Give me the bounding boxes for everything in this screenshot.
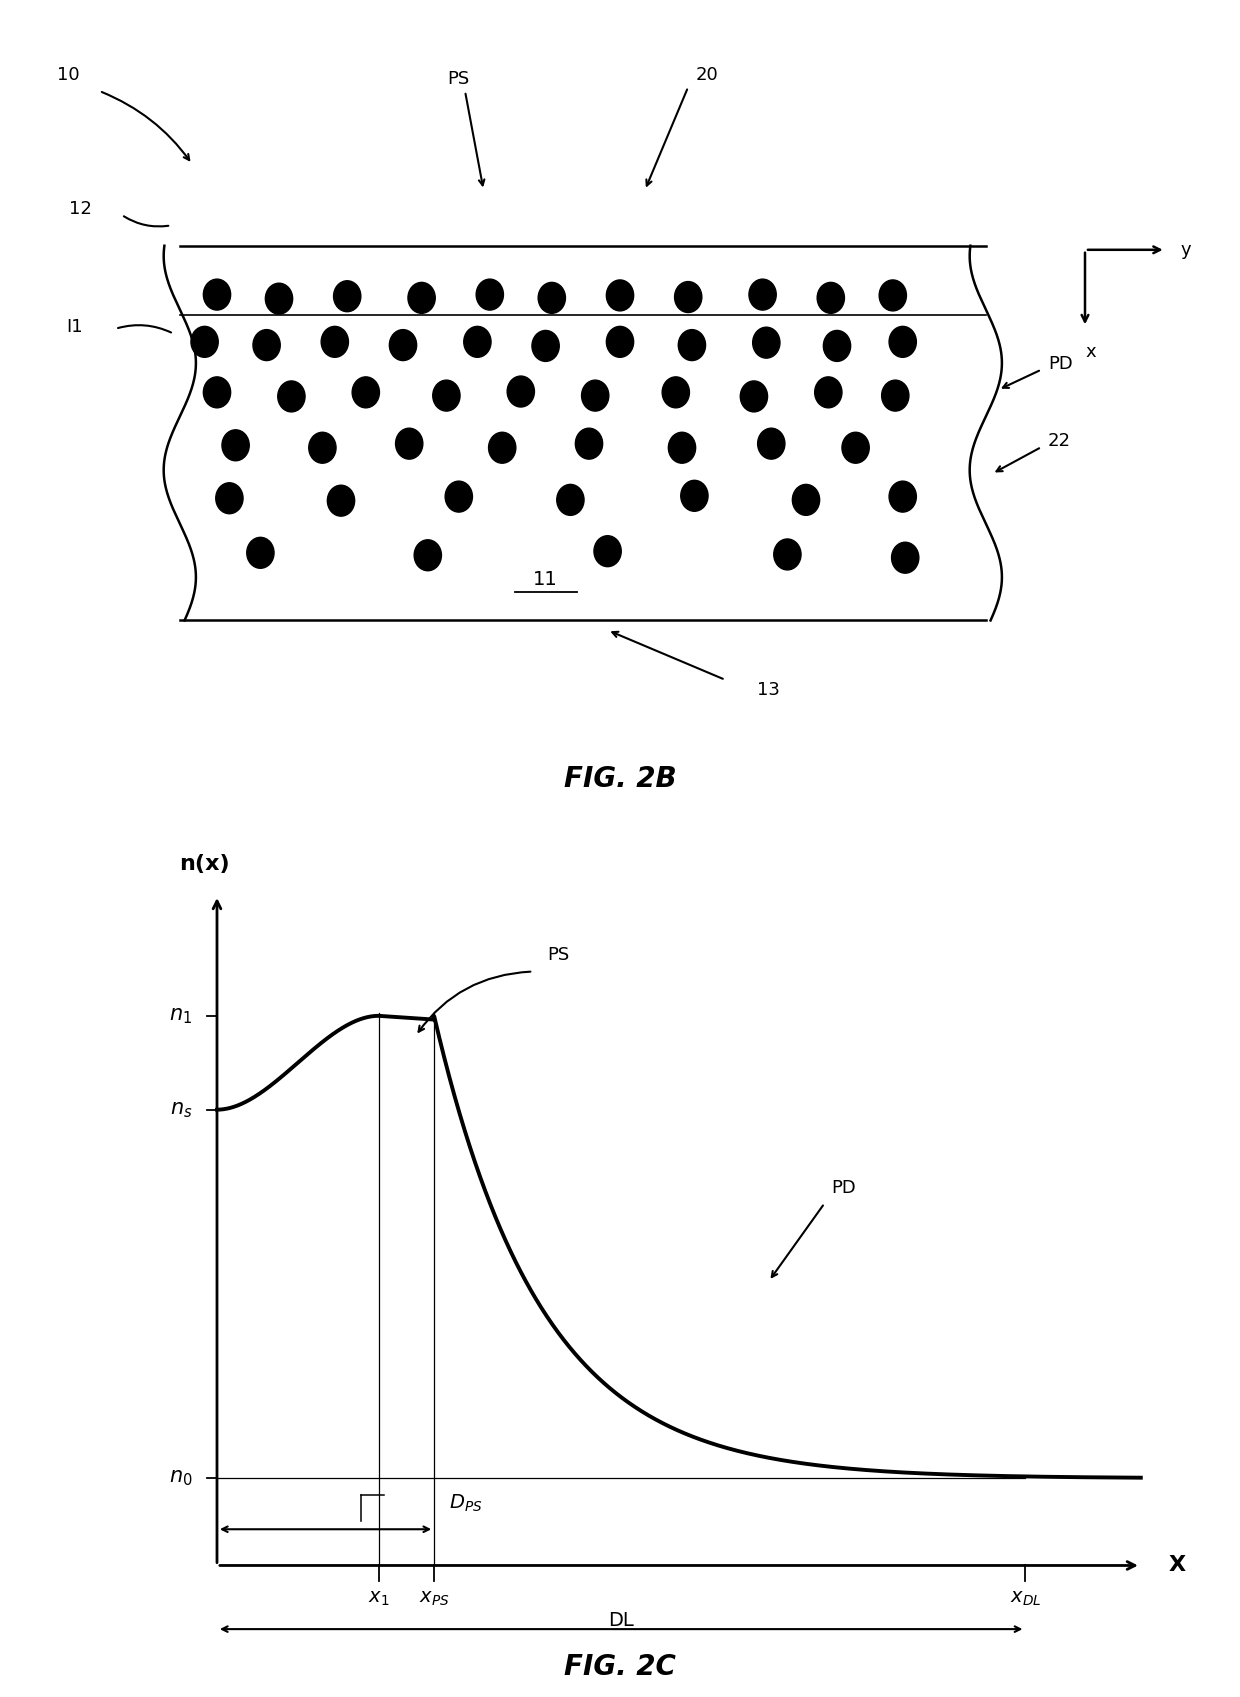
Text: $n_1$: $n_1$ bbox=[169, 1006, 192, 1025]
Ellipse shape bbox=[882, 380, 909, 411]
Ellipse shape bbox=[464, 326, 491, 358]
Ellipse shape bbox=[879, 280, 906, 311]
Text: 22: 22 bbox=[1048, 433, 1071, 450]
Ellipse shape bbox=[557, 484, 584, 516]
Ellipse shape bbox=[889, 326, 916, 358]
Ellipse shape bbox=[476, 278, 503, 311]
Ellipse shape bbox=[265, 283, 293, 314]
Ellipse shape bbox=[817, 282, 844, 314]
Ellipse shape bbox=[327, 485, 355, 516]
Ellipse shape bbox=[309, 433, 336, 463]
Ellipse shape bbox=[352, 377, 379, 407]
Ellipse shape bbox=[749, 278, 776, 311]
Ellipse shape bbox=[203, 377, 231, 407]
Ellipse shape bbox=[681, 480, 708, 511]
Ellipse shape bbox=[222, 429, 249, 462]
Ellipse shape bbox=[594, 536, 621, 567]
Ellipse shape bbox=[321, 326, 348, 358]
Text: PD: PD bbox=[831, 1179, 856, 1196]
Ellipse shape bbox=[253, 329, 280, 360]
Text: 11: 11 bbox=[533, 570, 558, 589]
Ellipse shape bbox=[842, 433, 869, 463]
Ellipse shape bbox=[191, 326, 218, 358]
Ellipse shape bbox=[489, 433, 516, 463]
Ellipse shape bbox=[815, 377, 842, 407]
Ellipse shape bbox=[606, 280, 634, 311]
Text: 10: 10 bbox=[57, 66, 79, 83]
Ellipse shape bbox=[582, 380, 609, 411]
Ellipse shape bbox=[606, 326, 634, 358]
Ellipse shape bbox=[892, 543, 919, 574]
Text: $x_{DL}$: $x_{DL}$ bbox=[1009, 1588, 1042, 1609]
Text: $x_1$: $x_1$ bbox=[368, 1588, 389, 1609]
Ellipse shape bbox=[740, 380, 768, 412]
Ellipse shape bbox=[575, 428, 603, 460]
Text: y: y bbox=[1180, 241, 1192, 260]
Text: $n_s$: $n_s$ bbox=[170, 1100, 192, 1120]
Ellipse shape bbox=[414, 540, 441, 570]
Text: PD: PD bbox=[1048, 355, 1073, 373]
Text: x: x bbox=[1086, 343, 1096, 361]
Ellipse shape bbox=[662, 377, 689, 407]
Text: $x_{PS}$: $x_{PS}$ bbox=[419, 1588, 449, 1609]
Ellipse shape bbox=[774, 540, 801, 570]
Ellipse shape bbox=[532, 331, 559, 361]
Ellipse shape bbox=[433, 380, 460, 411]
Ellipse shape bbox=[278, 380, 305, 412]
Text: n(x): n(x) bbox=[180, 854, 229, 874]
Text: I1: I1 bbox=[66, 317, 83, 336]
Text: DL: DL bbox=[609, 1610, 634, 1629]
Text: X: X bbox=[1168, 1556, 1185, 1575]
Ellipse shape bbox=[507, 377, 534, 407]
Ellipse shape bbox=[823, 331, 851, 361]
Ellipse shape bbox=[216, 482, 243, 514]
Ellipse shape bbox=[538, 282, 565, 314]
Text: PS: PS bbox=[448, 70, 470, 88]
Ellipse shape bbox=[678, 329, 706, 360]
Ellipse shape bbox=[668, 433, 696, 463]
Ellipse shape bbox=[203, 278, 231, 311]
Text: FIG. 2B: FIG. 2B bbox=[564, 765, 676, 792]
Ellipse shape bbox=[247, 538, 274, 568]
Ellipse shape bbox=[408, 282, 435, 314]
Text: $n_0$: $n_0$ bbox=[169, 1468, 192, 1488]
Ellipse shape bbox=[396, 428, 423, 460]
Ellipse shape bbox=[753, 328, 780, 358]
Ellipse shape bbox=[889, 482, 916, 512]
Text: PS: PS bbox=[547, 945, 569, 964]
Text: 13: 13 bbox=[758, 680, 780, 699]
Ellipse shape bbox=[445, 482, 472, 512]
Ellipse shape bbox=[334, 280, 361, 312]
Ellipse shape bbox=[792, 484, 820, 516]
Text: 20: 20 bbox=[696, 66, 718, 83]
Text: FIG. 2C: FIG. 2C bbox=[564, 1653, 676, 1682]
Ellipse shape bbox=[675, 282, 702, 312]
Ellipse shape bbox=[389, 329, 417, 360]
Text: 12: 12 bbox=[69, 200, 92, 219]
Ellipse shape bbox=[758, 428, 785, 460]
Text: $D_{PS}$: $D_{PS}$ bbox=[449, 1493, 482, 1514]
